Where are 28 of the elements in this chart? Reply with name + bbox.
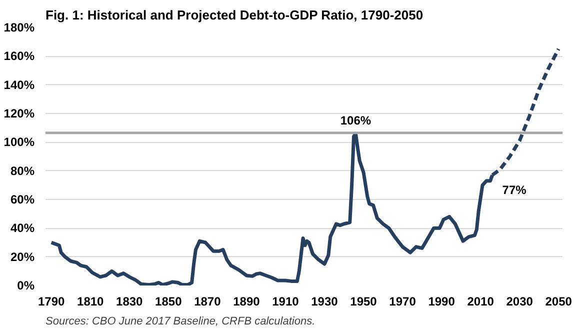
- x-tick-label: 2050: [545, 294, 572, 308]
- y-tick-label: 120%: [4, 106, 35, 120]
- x-tick-label: 1810: [77, 294, 104, 308]
- x-tick-label: 1830: [116, 294, 144, 308]
- y-tick-label: 20%: [10, 250, 35, 264]
- y-tick-label: 60%: [10, 192, 35, 206]
- x-tick-label: 1970: [389, 294, 416, 308]
- y-tick-label: 80%: [10, 164, 35, 178]
- x-tick-label: 1850: [155, 294, 182, 308]
- y-tick-label: 160%: [4, 49, 35, 64]
- x-tick-label: 1990: [428, 294, 456, 308]
- x-tick-label: 2010: [467, 294, 494, 308]
- annotation: 106%: [340, 114, 372, 128]
- y-tick-label: 180%: [4, 20, 35, 34]
- x-tick-label: 2030: [506, 294, 534, 308]
- y-tick-label: 100%: [4, 135, 35, 150]
- source-note: Sources: CBO June 2017 Baseline, CRFB calculations.: [46, 316, 316, 328]
- x-tick-label: 1950: [350, 294, 378, 308]
- x-tick-label: 1890: [233, 294, 260, 308]
- x-tick-label: 1930: [311, 294, 338, 308]
- x-tick-label: 1870: [194, 294, 222, 308]
- x-tick-label: 1910: [272, 294, 300, 308]
- y-tick-label: 140%: [4, 78, 35, 92]
- chart-title: Fig. 1: Historical and Projected Debt-to-GDP Ratio, 1790-2050: [46, 8, 424, 22]
- x-tick-label: 1790: [38, 294, 66, 308]
- y-tick-label: 40%: [10, 221, 35, 236]
- y-tick-label: 0%: [17, 278, 35, 292]
- annotation: 77%: [502, 183, 527, 198]
